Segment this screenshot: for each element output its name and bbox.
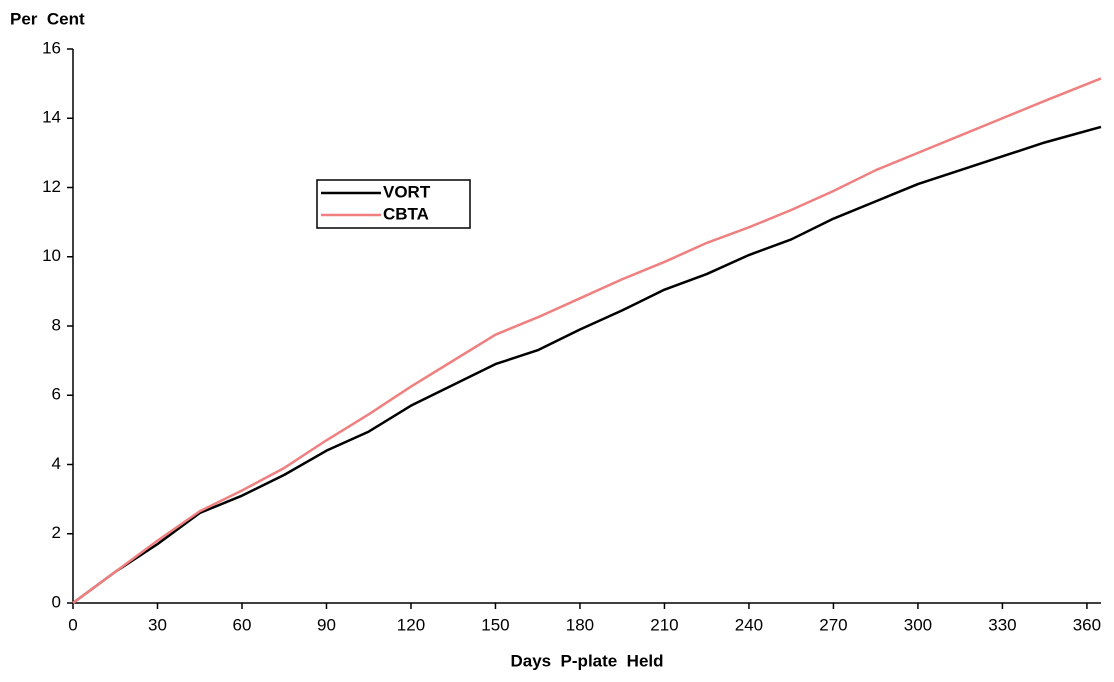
x-tick-label: 330 — [988, 615, 1016, 634]
x-tick-label: 300 — [904, 615, 932, 634]
legend-box — [316, 179, 471, 229]
y-tick-label: 10 — [42, 246, 61, 265]
x-axis-title: Days P-plate Held — [510, 651, 663, 670]
x-tick-label: 210 — [650, 615, 678, 634]
x-tick-label: 90 — [317, 615, 336, 634]
x-tick-label: 150 — [481, 615, 509, 634]
y-tick-label: 2 — [52, 523, 61, 542]
y-tick-label: 4 — [52, 454, 61, 473]
y-tick-label: 0 — [52, 592, 61, 611]
legend-label: CBTA — [383, 204, 429, 223]
y-axis-title: Per Cent — [10, 9, 85, 28]
x-tick-label: 270 — [819, 615, 847, 634]
legend-label: VORT — [383, 182, 431, 201]
x-tick-label: 30 — [148, 615, 167, 634]
x-tick-label: 60 — [233, 615, 252, 634]
x-tick-label: 120 — [397, 615, 425, 634]
series-line — [72, 125, 1102, 605]
x-tick-label: 240 — [735, 615, 763, 634]
y-tick-label: 16 — [42, 38, 61, 57]
x-tick-label: 180 — [566, 615, 594, 634]
series-line — [72, 77, 1102, 605]
y-tick-label: 14 — [42, 108, 61, 127]
x-tick-label: 360 — [1073, 615, 1101, 634]
y-tick-label: 8 — [52, 315, 61, 334]
x-tick-label: 0 — [68, 615, 77, 634]
y-tick-label: 12 — [42, 177, 61, 196]
y-tick-label: 6 — [52, 385, 61, 404]
